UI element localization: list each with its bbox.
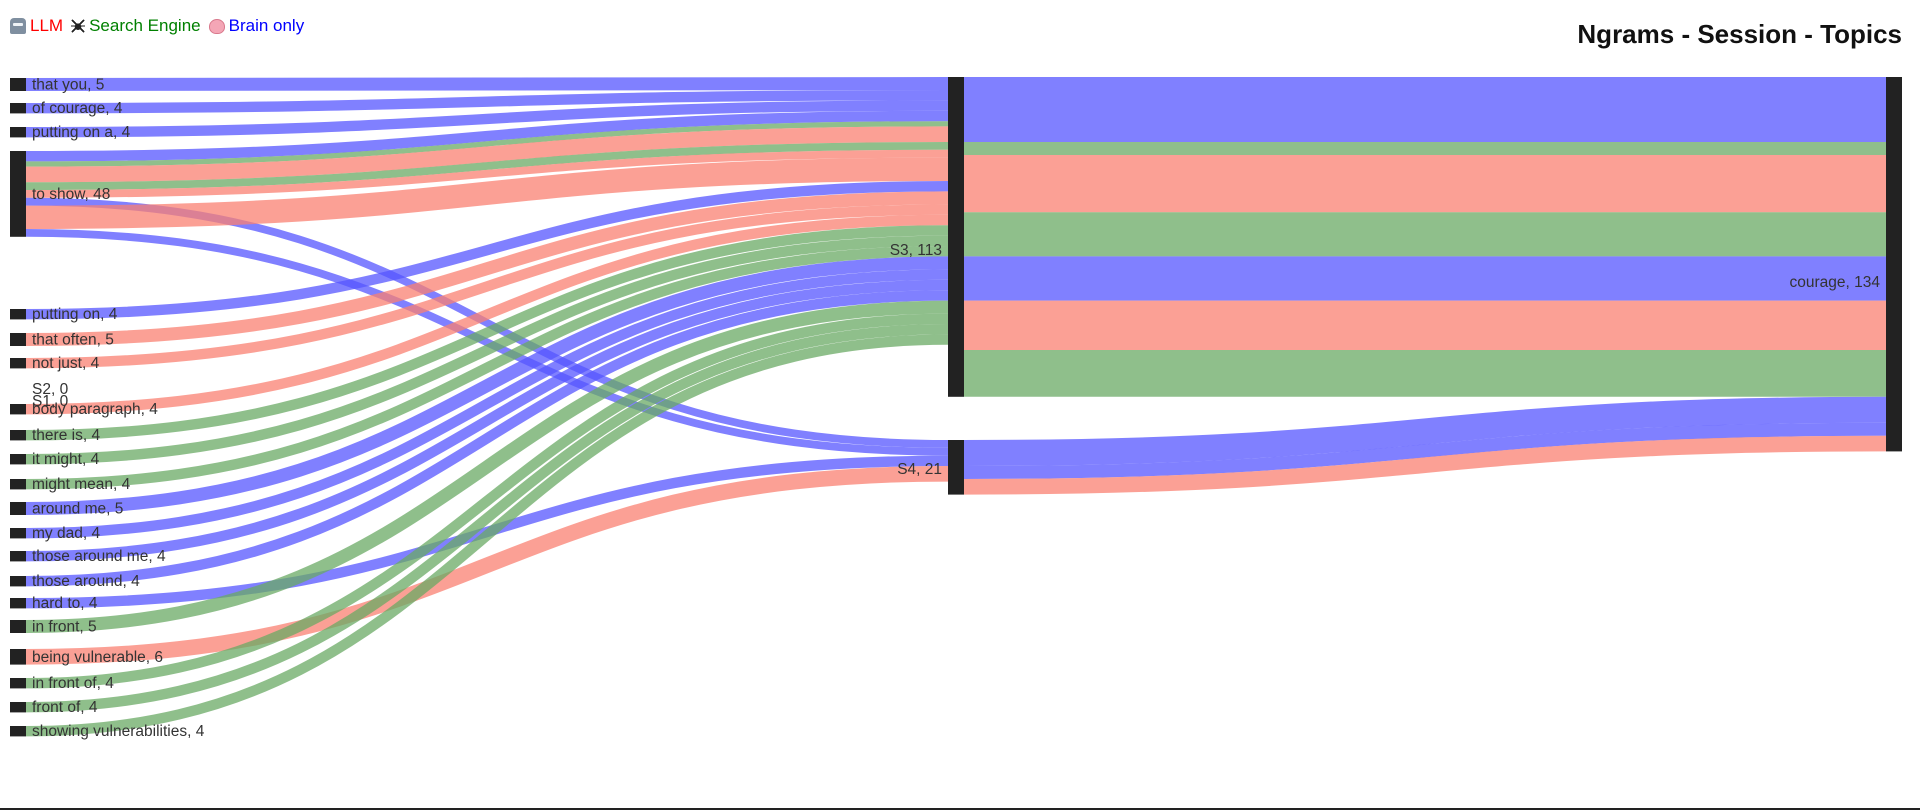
legend-label-llm: LLM	[30, 16, 64, 35]
link-in_front-to-s3-search	[25, 300, 949, 633]
node-label-body_paragraph: body paragraph, 4	[32, 401, 158, 418]
link-putting_on-to-s3-brain	[25, 181, 949, 320]
node-label-courage: courage, 134	[1790, 274, 1881, 291]
link-to_show-to-s3-search	[25, 121, 949, 167]
link-showing_vulnerabilities-to-s3-search	[25, 334, 949, 737]
link-s4-to-courage-brain	[963, 422, 1887, 479]
node-courage	[1886, 77, 1902, 452]
node-s4	[948, 440, 964, 495]
bottom-divider	[0, 808, 1920, 810]
node-front_of	[10, 702, 26, 713]
link-those_around_me-to-s3-brain	[25, 279, 949, 562]
node-label-showing_vulnerabilities: showing vulnerabilities, 4	[32, 723, 205, 740]
node-not_just	[10, 358, 26, 369]
link-s4-to-courage-llm	[963, 435, 1887, 495]
legend-item-search-engine: Search Engine	[71, 16, 201, 36]
node-label-might_mean: might mean, 4	[32, 476, 131, 493]
link-it_might-to-s3-search	[25, 235, 949, 465]
node-s3	[948, 77, 964, 397]
link-body_paragraph-to-s3-llm	[25, 214, 949, 415]
node-label-hard_to: hard to, 4	[32, 595, 98, 612]
node-in_front_of	[10, 678, 26, 689]
page-title: Ngrams - Session - Topics	[1577, 19, 1902, 49]
link-that_you-to-s3-brain	[25, 77, 949, 91]
nodes-layer	[10, 77, 1902, 737]
node-label-around_me: around me, 5	[32, 501, 123, 518]
link-those_around-to-s3-brain	[25, 290, 949, 587]
node-it_might	[10, 454, 26, 465]
node-around_me	[10, 502, 26, 515]
node-label-my_dad: my dad, 4	[32, 525, 100, 542]
link-to_show-to-s3-llm	[25, 157, 949, 229]
spider-icon	[71, 19, 86, 33]
link-of_courage-to-s3-brain	[25, 90, 949, 114]
link-to_show-to-s3-search	[25, 142, 949, 190]
link-around_me-to-s3-brain	[25, 256, 949, 515]
link-in_front_of-to-s3-search	[25, 313, 949, 689]
link-to_show-to-s4-brain	[25, 229, 949, 456]
node-label-putting_on_a: putting on a, 4	[32, 124, 131, 141]
link-putting_on_a-to-s3-brain	[25, 100, 949, 138]
node-label-it_might: it might, 4	[32, 451, 100, 468]
node-label-s3: S3, 113	[890, 242, 942, 259]
node-my_dad	[10, 528, 26, 539]
link-that_often-to-s3-llm	[25, 191, 949, 346]
node-there_is	[10, 430, 26, 441]
node-label-of_courage: of courage, 4	[32, 100, 123, 117]
node-label-those_around: those around, 4	[32, 573, 140, 590]
node-those_around	[10, 576, 26, 587]
node-showing_vulnerabilities	[10, 726, 26, 737]
link-there_is-to-s3-search	[25, 225, 949, 441]
link-being_vulnerable-to-s4-llm	[25, 466, 949, 665]
node-label-being_vulnerable: being vulnerable, 6	[32, 649, 163, 666]
legend-item-brain-only: Brain only	[208, 16, 305, 36]
node-being_vulnerable	[10, 649, 26, 665]
node-hard_to	[10, 598, 26, 609]
brain-icon	[208, 18, 225, 34]
legend-label-search-engine: Search Engine	[89, 16, 201, 35]
node-those_around_me	[10, 551, 26, 562]
node-label-that_often: that often, 5	[32, 332, 114, 349]
node-body_paragraph	[10, 404, 26, 415]
node-label-there_is: there is, 4	[32, 427, 100, 444]
link-front_of-to-s3-search	[25, 324, 949, 713]
node-putting_on_a	[10, 127, 26, 138]
legend-label-brain-only: Brain only	[228, 16, 305, 35]
node-to_show	[10, 151, 26, 237]
link-might_mean-to-s3-search	[25, 246, 949, 490]
legend: LLM Search Engine Brain only	[10, 16, 304, 36]
node-putting_on	[10, 309, 26, 320]
node-that_often	[10, 333, 26, 346]
node-label-putting_on: putting on, 4	[32, 306, 118, 323]
link-not_just-to-s3-llm	[25, 204, 949, 369]
node-might_mean	[10, 479, 26, 490]
links-layer	[25, 76, 1887, 737]
node-label-s2: S2, 0	[32, 381, 69, 398]
legend-item-llm: LLM	[10, 16, 63, 36]
node-label-s4: S4, 21	[897, 461, 942, 478]
node-label-in_front_of: in front of, 4	[32, 675, 114, 692]
node-label-s1: S1, 0	[32, 393, 69, 410]
node-label-that_you: that you, 5	[32, 77, 104, 94]
node-that_you	[10, 78, 26, 91]
link-to_show-to-s3-brain	[25, 110, 949, 162]
link-s4-to-courage-brain	[963, 396, 1887, 466]
link-to_show-to-s3-llm	[25, 126, 949, 183]
node-label-those_around_me: those around me, 4	[32, 548, 166, 565]
node-label-not_just: not just, 4	[32, 355, 100, 372]
node-label-in_front: in front, 5	[32, 619, 97, 636]
node-of_courage	[10, 103, 26, 114]
link-my_dad-to-s3-brain	[25, 269, 949, 539]
node-label-front_of: front of, 4	[32, 699, 98, 716]
robot-icon	[10, 18, 26, 34]
node-label-to_show: to show, 48	[32, 186, 110, 203]
node-in_front	[10, 620, 26, 633]
labels-layer: that you, 5 of courage, 4 putting on a, 4 t…	[32, 77, 1880, 741]
link-to_show-to-s3-llm	[25, 149, 949, 198]
